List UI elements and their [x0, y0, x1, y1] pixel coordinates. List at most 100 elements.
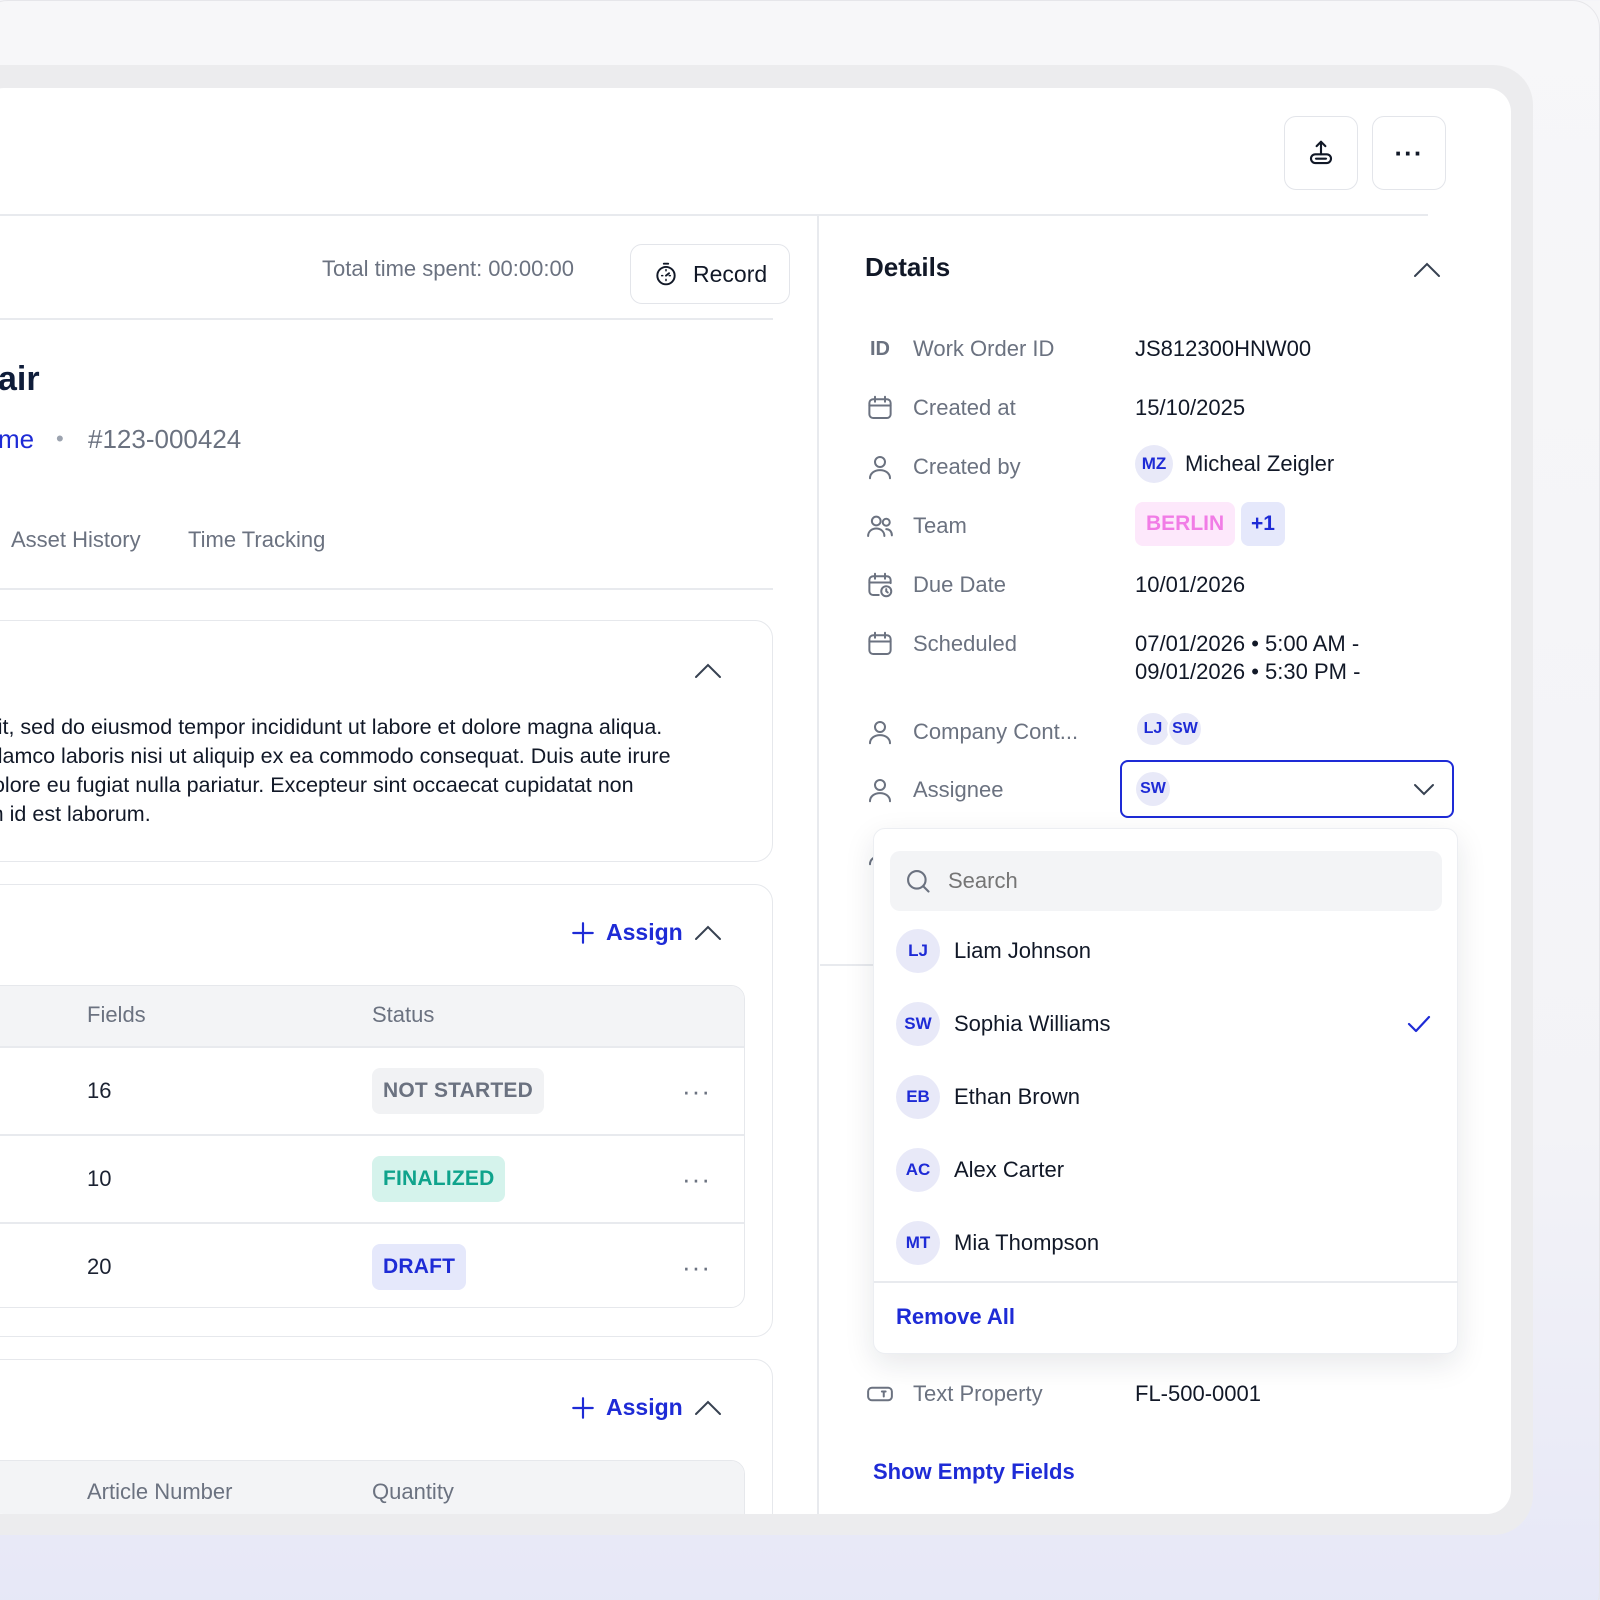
description-panel: elit, sed do eiusmod tempor incididunt u… [0, 620, 773, 862]
assignee-option-sophia-williams[interactable]: SW Sophia Williams [896, 1002, 1111, 1046]
created-by-label: Created by [913, 454, 1021, 479]
chevron-up-icon[interactable] [693, 1398, 723, 1418]
search-icon [907, 870, 930, 893]
company-contact-avatars: LJ SW [1135, 711, 1203, 747]
text-field-icon [867, 1386, 893, 1402]
work-order-id-label: Work Order ID [913, 336, 1055, 361]
work-order-id-value: JS812300HNW00 [1135, 336, 1312, 361]
avatar: MT [896, 1221, 940, 1265]
app-window: ··· Total time spent: 00:00:00 Record ai… [0, 88, 1511, 1514]
team-icon [867, 515, 893, 537]
avatar: EB [896, 1075, 940, 1119]
assignee-dropdown: LJ Liam Johnson SW Sophia Williams EB Et… [873, 828, 1458, 1354]
stopwatch-icon [656, 262, 676, 286]
share-upload-icon [1309, 140, 1333, 165]
user-icon [869, 779, 891, 803]
created-at-value: 15/10/2025 [1135, 395, 1246, 420]
due-date-label: Due Date [913, 572, 1006, 597]
row-menu-icon[interactable]: ··· [682, 1164, 711, 1194]
assignee-option-ethan-brown[interactable]: EB Ethan Brown [896, 1075, 1080, 1119]
more-options-button[interactable]: ··· [1372, 116, 1446, 190]
more-horizontal-icon: ··· [1394, 137, 1424, 168]
user-icon [869, 456, 891, 480]
column-status: Status [372, 1002, 435, 1027]
table-row[interactable]: 20 DRAFT ··· [0, 1224, 744, 1307]
table-row[interactable]: 10 FINALIZED ··· [0, 1136, 744, 1222]
tab-asset-history[interactable]: Asset History [11, 527, 141, 552]
remove-all-button[interactable]: Remove All [896, 1304, 1016, 1329]
plus-icon [572, 921, 594, 944]
company-contact-label: Company Cont... [913, 719, 1079, 744]
chevron-up-icon[interactable] [1412, 260, 1442, 280]
status-badge: NOT STARTED [372, 1068, 544, 1114]
due-date-value: 10/01/2026 [1135, 572, 1246, 597]
team-more-badge[interactable]: +1 [1241, 502, 1285, 546]
team-tag: BERLIN [1135, 502, 1236, 546]
column-fields: Fields [87, 1002, 146, 1027]
avatar: SW [1167, 711, 1203, 747]
tab-time-tracking[interactable]: Time Tracking [188, 527, 326, 552]
assignee-option-liam-johnson[interactable]: LJ Liam Johnson [896, 929, 1091, 973]
assign-form-button[interactable]: Assign [570, 919, 683, 946]
work-order-number: #123-000424 [88, 424, 242, 454]
scheduled-start: 07/01/2026 • 5:00 AM - [1135, 631, 1360, 656]
avatar: LJ [896, 929, 940, 973]
work-order-link[interactable]: me [0, 424, 35, 454]
scheduled-label: Scheduled [913, 631, 1017, 656]
parts-table: Article Number Quantity [0, 1460, 745, 1514]
created-at-label: Created at [913, 395, 1016, 420]
total-time-spent: Total time spent: 00:00:00 [322, 256, 574, 281]
record-button[interactable]: Record [630, 244, 790, 304]
avatar: LJ [1135, 711, 1171, 747]
option-name: Ethan Brown [954, 1084, 1080, 1109]
avatar: SW [896, 1002, 940, 1046]
avatar: SW [1136, 772, 1170, 806]
text-property-value: FL-500-0001 [1135, 1381, 1261, 1406]
calendar-icon [868, 395, 892, 419]
tabs-divider [0, 588, 773, 590]
row-menu-icon[interactable]: ··· [682, 1252, 711, 1282]
calendar-icon [868, 631, 892, 655]
parts-panel: Assign Article Number Quantity [0, 1359, 773, 1514]
show-empty-fields-link[interactable]: Show Empty Fields [873, 1459, 1075, 1484]
record-label: Record [693, 260, 768, 287]
text-property-label: Text Property [913, 1381, 1043, 1406]
chevron-up-icon[interactable] [693, 661, 723, 681]
work-order-title: air [0, 360, 40, 398]
row-menu-icon[interactable]: ··· [682, 1076, 711, 1106]
assignee-option-alex-carter[interactable]: AC Alex Carter [896, 1148, 1064, 1192]
checkmark-icon [1407, 1015, 1431, 1033]
option-name: Mia Thompson [954, 1230, 1100, 1255]
table-row[interactable]: 16 NOT STARTED ··· [0, 1048, 744, 1134]
search-input[interactable] [948, 863, 1418, 899]
search-field[interactable] [890, 851, 1442, 911]
header-divider [0, 214, 1428, 216]
assignee-select[interactable]: SW [1120, 760, 1454, 818]
column-article-number: Article Number [87, 1479, 233, 1504]
table-header: Article Number Quantity [0, 1461, 744, 1514]
created-by-name: Micheal Zeigler [1185, 451, 1335, 476]
user-icon [869, 721, 891, 745]
plus-icon [572, 1396, 594, 1419]
assign-part-button[interactable]: Assign [570, 1394, 683, 1421]
created-by-user: MZ Micheal Zeigler [1135, 445, 1334, 483]
chevron-down-icon [1414, 784, 1434, 796]
id-icon: ID [870, 338, 890, 360]
avatar: AC [896, 1148, 940, 1192]
option-name: Alex Carter [954, 1157, 1065, 1182]
details-divider [817, 216, 819, 1514]
column-quantity: Quantity [372, 1479, 454, 1504]
table-header: Fields Status [0, 986, 744, 1046]
assignee-option-mia-thompson[interactable]: MT Mia Thompson [896, 1221, 1099, 1265]
forms-table: Fields Status 16 NOT STARTED ··· 10 FINA… [0, 985, 745, 1308]
option-name: Liam Johnson [954, 938, 1091, 963]
details-title: Details [865, 252, 951, 282]
option-name: Sophia Williams [954, 1011, 1111, 1036]
chevron-up-icon[interactable] [693, 923, 723, 943]
status-badge: FINALIZED [372, 1156, 506, 1202]
forms-panel: Assign Fields Status 16 NOT STARTED ··· … [0, 884, 773, 1337]
description-text: elit, sed do eiusmod tempor incididunt u… [0, 715, 671, 826]
share-button[interactable] [1284, 116, 1358, 190]
assignee-label: Assignee [913, 777, 1004, 802]
scheduled-end: 09/01/2026 • 5:30 PM - [1135, 659, 1361, 684]
